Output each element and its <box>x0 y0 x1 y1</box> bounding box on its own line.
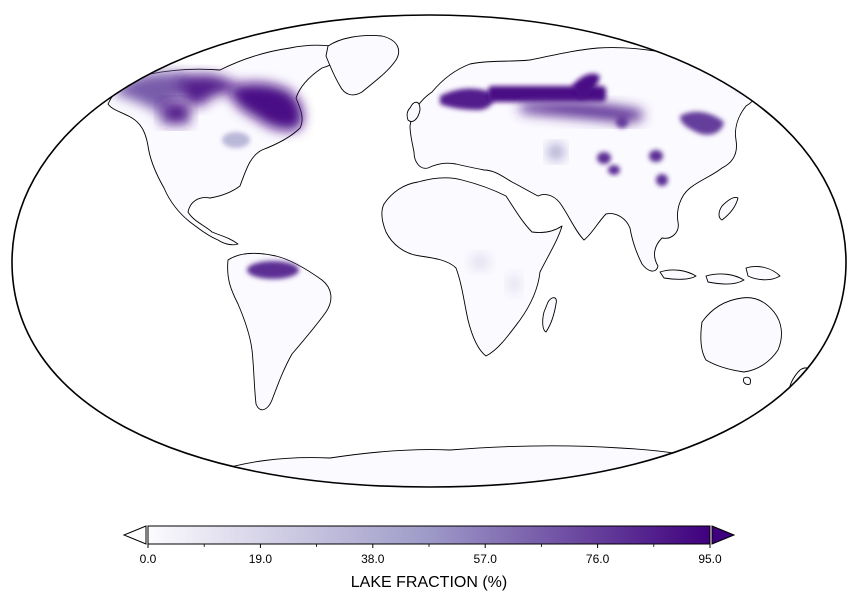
lake-patch <box>228 82 303 131</box>
lake-region-east-siberia <box>616 111 724 135</box>
lake-patch <box>508 274 520 294</box>
colorbar-ticks: 0.0 19.0 38.0 57.0 76.0 95.0 <box>140 544 722 566</box>
lake-region-central-asia-lakes <box>597 150 668 186</box>
lake-region-amazon-basin <box>247 261 299 279</box>
colorbar-tick-label: 19.0 <box>249 552 273 566</box>
lake-patch <box>656 174 668 186</box>
lake-patch <box>222 132 250 148</box>
british-isles <box>406 101 421 122</box>
lake-patch <box>680 111 724 135</box>
south-america <box>227 252 332 411</box>
map-content <box>107 35 811 487</box>
lake-patch <box>440 88 494 110</box>
colorbar: 0.0 19.0 38.0 57.0 76.0 95.0 LAKE FRACTION (%… <box>122 525 736 591</box>
lake-patch <box>572 73 600 100</box>
lake-patch <box>247 261 299 279</box>
lake-patch <box>649 150 663 162</box>
tasmania <box>743 376 751 385</box>
colorbar-tick-label: 38.0 <box>361 552 385 566</box>
lake-patch <box>162 102 190 124</box>
greenland <box>325 35 400 96</box>
map-boundary <box>11 14 847 488</box>
indonesia <box>659 265 781 285</box>
lake-region-east-africa-lakes <box>470 254 520 294</box>
lake-patch <box>470 254 490 270</box>
colorbar-tick-label: 57.0 <box>474 552 498 566</box>
lake-region-caspian-aral <box>548 144 564 160</box>
lake-region-hudson-bay-region <box>228 82 303 131</box>
lake-region-northwest-territories <box>162 74 238 124</box>
colorbar-bar <box>147 525 711 545</box>
lake-patch <box>597 152 611 164</box>
lake-region-northern-russia <box>488 73 606 102</box>
colorbar-tick-label: 0.0 <box>140 552 157 566</box>
australia <box>700 297 782 373</box>
colorbar-tick-label: 76.0 <box>586 552 610 566</box>
colorbar-tick-label: 95.0 <box>698 552 722 566</box>
japan <box>718 197 739 221</box>
europe-asia <box>409 47 757 272</box>
lake-patch <box>520 102 644 123</box>
africa <box>381 177 563 357</box>
colorbar-over-arrow <box>711 525 736 545</box>
madagascar <box>542 297 557 333</box>
lake-region-scandinavia-finland <box>440 88 494 110</box>
colorbar-title: LAKE FRACTION (%) <box>351 574 507 591</box>
lake-patch <box>548 144 564 160</box>
colorbar-under-arrow <box>122 525 147 545</box>
lake-patch <box>608 165 620 175</box>
lake-fraction-field <box>112 72 760 294</box>
lake-region-great-lakes <box>222 132 250 148</box>
lake-region-west-siberia <box>520 102 644 123</box>
lake-patch <box>616 116 628 128</box>
lake-patch <box>178 74 238 106</box>
